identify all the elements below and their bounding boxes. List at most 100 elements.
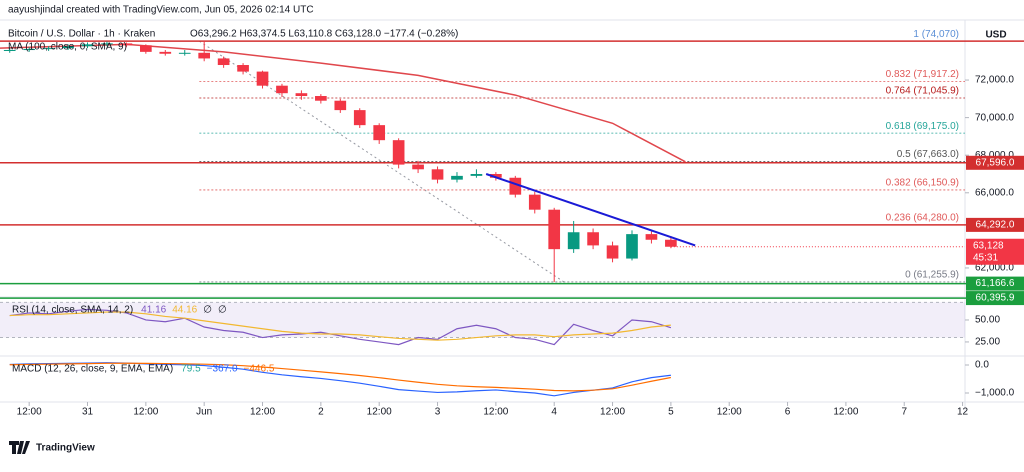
y-tick-label: 62,000.0 [975,263,1014,274]
indicator-title: MACD (12, 26, close, 9, EMA, EMA) [12,364,173,375]
last-price-label: 63,128 [973,240,1004,251]
x-tick-label: 7 [901,407,907,418]
candle-body [353,110,366,126]
fib-label: 0.618 (69,175.0) [886,121,959,132]
x-tick-label: 6 [785,407,791,418]
x-tick-label: 12:00 [483,407,508,418]
fib-label: 0 (61,255.9) [905,270,959,281]
candle-body [470,173,483,176]
price-badge-label: 61,166.6 [976,278,1015,289]
candle-body [81,44,94,47]
candle-body [101,43,113,45]
candle-body [23,49,36,51]
candle-body [548,209,561,250]
price-axis-bg [965,20,1024,412]
candle-body [334,100,347,111]
indicator-value: ∅ [218,305,227,316]
y-tick-label: 68,000.0 [975,150,1014,161]
y-tick-label: 25.00 [975,337,1000,348]
candle-body [412,164,424,170]
rsi-band [0,302,965,338]
candle-body [451,175,463,180]
credit: aayushjindal created with TradingView.co… [8,5,314,16]
indicator-value: 41.16 [141,305,166,316]
candle-body [567,232,580,250]
indicator-value: 79.5 [181,364,201,375]
candle-body [159,51,172,54]
x-tick-label: Jun [196,407,212,418]
logo [9,441,30,454]
x-tick-label: 12:00 [717,407,742,418]
candle-body [42,48,55,50]
x-tick-label: 3 [435,407,441,418]
ma-legend: MA (100, close, 0, SMA, 9) [8,42,127,53]
candle-body [626,234,638,259]
fib-label: 0.764 (71,045.9) [886,86,959,97]
price-badge [966,155,1024,170]
layers: 12:00 31 12:00 Jun 12:00 2 12:00 3 12:00 4 12:00 5 1… [0,29,1024,418]
price-badge [966,276,1024,291]
candle-body [392,140,405,165]
candle-body [198,52,211,59]
last-price-badge [966,238,1024,265]
x-tick-label: 12:00 [600,407,625,418]
countdown: 45:31 [973,252,998,263]
candle-body [140,45,152,52]
indicator-value: 44.16 [172,305,197,316]
x-tick-label: 12:00 [250,407,275,418]
candle-body [587,232,599,246]
fib-label: 1 (74,070) [913,29,959,40]
candle-body [237,65,249,72]
x-tick-label: 2 [318,407,324,418]
y-tick-label: 70,000.0 [975,112,1014,123]
candle-body [178,52,191,54]
trendline [485,173,696,247]
candle-body [295,93,308,97]
x-tick-label: 31 [82,407,94,418]
x-tick-label: 12:00 [367,407,392,418]
indicator-value: −446.5 [244,364,275,375]
candle-body [606,245,619,259]
candle-body [509,177,522,195]
ohlc: O63,296.2 H63,374.5 L63,110.8 C63,128.0 … [190,29,458,40]
indicator-value: ∅ [203,305,212,316]
x-tick-label: 12:00 [17,407,42,418]
y-tick-label: 66,000.0 [975,187,1014,198]
candle-body [645,234,658,240]
price-badge [966,217,1024,232]
candle-body [276,85,288,94]
x-tick-label: 12:00 [833,407,858,418]
x-tick-label: 4 [551,407,557,418]
y-tick-label: 0.0 [975,360,989,371]
fib-label: 0.5 (67,663.0) [897,149,959,160]
y-tick-label: −1,000.0 [975,388,1015,399]
candle-body [373,125,386,141]
x-tick-label: 5 [668,407,674,418]
fib-label: 0.236 (64,280.0) [886,213,959,224]
candle-body [315,96,327,101]
price-badge-label: 64,292.0 [976,220,1015,231]
y-tick-label: 72,000.0 [975,75,1014,86]
candle-body [528,194,541,210]
candle-body [120,43,133,46]
brand: TradingView [36,443,95,454]
candle-body [62,46,74,49]
currency: USD [985,30,1006,41]
indicator-value: −367.0 [207,364,238,375]
candle-body [431,169,444,180]
candle-body [256,71,269,86]
price-badge-label: 60,395.9 [976,293,1015,304]
fib-label: 0.832 (71,917.2) [886,69,959,80]
candle-body [3,49,16,51]
x-tick-label: 12 [957,407,969,418]
indicator-line [9,362,671,392]
price-badge-label: 67,596.0 [976,157,1015,168]
symbol: Bitcoin / U.S. Dollar · 1h · Kraken [8,29,155,40]
indicator-line [9,311,671,341]
candle-body [490,173,502,178]
price-badge [966,291,1024,306]
indicator-title: RSI (14, close, SMA, 14, 2) [12,305,133,316]
fib-label: 0.382 (66,150.9) [886,178,959,189]
